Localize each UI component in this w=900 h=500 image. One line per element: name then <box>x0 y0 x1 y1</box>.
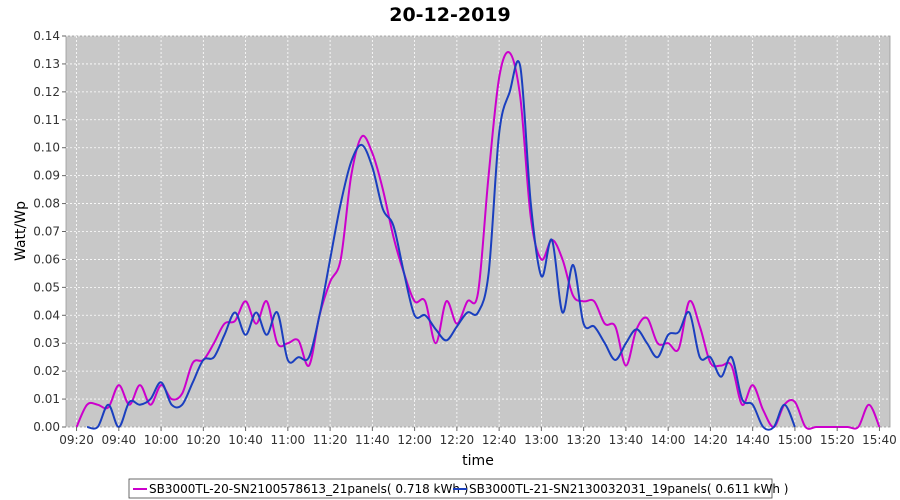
y-tick-label: 0.01 <box>33 392 60 406</box>
y-tick-label: 0.13 <box>33 57 60 71</box>
x-tick-label: 09:20 <box>59 433 94 447</box>
legend: SB3000TL-20-SN2100578613_21panels( 0.718… <box>128 478 788 499</box>
x-tick-label: 15:20 <box>820 433 855 447</box>
x-tick-label: 11:40 <box>355 433 390 447</box>
x-tick-label: 14:40 <box>735 433 770 447</box>
series-line-2 <box>86 60 796 431</box>
x-tick-label: 15:40 <box>862 433 897 447</box>
y-tick-label: 0.12 <box>33 85 60 99</box>
y-axis: 0.00 0.01 0.02 0.03 0.04 0.05 0.06 0.07 0.08 0.09… <box>33 29 66 434</box>
chart-title: 20-12-2019 <box>389 4 511 26</box>
y-tick-label: 0.07 <box>33 225 60 239</box>
y-tick-label: 0.11 <box>33 113 60 127</box>
y-tick-label: 0.06 <box>33 252 60 266</box>
x-tick-label: 09:40 <box>102 433 137 447</box>
y-tick-label: 0.05 <box>33 280 60 294</box>
series-group <box>75 51 881 431</box>
x-tick-label: 12:40 <box>482 433 517 447</box>
y-tick-label: 0.03 <box>33 336 60 350</box>
y-tick-label: 0.10 <box>33 141 60 155</box>
x-tick-label: 10:40 <box>228 433 263 447</box>
grid <box>66 35 890 428</box>
x-tick-label: 12:20 <box>440 433 475 447</box>
legend-box <box>128 478 773 499</box>
x-axis: 09:20 09:40 10:00 10:20 10:40 11:00 11:20 11:40… <box>59 427 897 447</box>
y-tick-label: 0.00 <box>33 420 60 434</box>
x-tick-label: 12:00 <box>397 433 432 447</box>
x-tick-label: 14:20 <box>693 433 728 447</box>
x-tick-label: 15:00 <box>778 433 813 447</box>
y-axis-label: Watt/Wp <box>13 201 29 261</box>
x-tick-label: 13:20 <box>566 433 601 447</box>
x-tick-label: 10:20 <box>186 433 221 447</box>
x-tick-label: 10:00 <box>144 433 179 447</box>
x-tick-label: 14:00 <box>651 433 686 447</box>
series-line-1 <box>75 51 881 430</box>
x-tick-label: 13:40 <box>609 433 644 447</box>
x-tick-label: 11:00 <box>271 433 306 447</box>
y-tick-label: 0.04 <box>33 308 60 322</box>
y-tick-label: 0.08 <box>33 197 60 211</box>
legend-label-series-2: SB3000TL-21-SN2130032031_19panels( 0.611… <box>469 482 788 496</box>
y-tick-label: 0.09 <box>33 169 60 183</box>
y-tick-label: 0.02 <box>33 364 60 378</box>
y-tick-label: 0.14 <box>33 29 60 43</box>
x-axis-label: time <box>462 453 494 469</box>
x-tick-label: 13:00 <box>524 433 559 447</box>
legend-label-series-1: SB3000TL-20-SN2100578613_21panels( 0.718… <box>149 482 468 496</box>
x-tick-label: 11:20 <box>313 433 348 447</box>
